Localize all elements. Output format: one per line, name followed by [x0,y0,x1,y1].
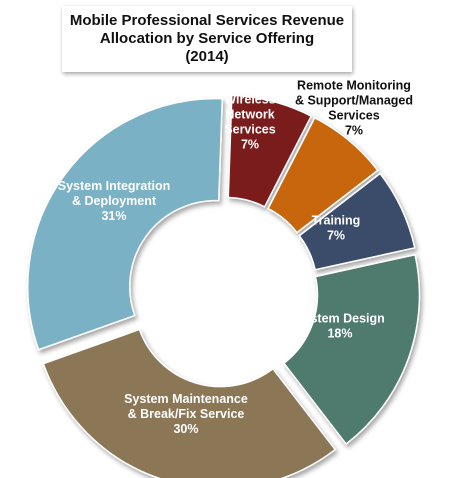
slice-label-line-0-1: Network [225,108,274,122]
slice-label-1: Remote Monitoring & Support/Managed Servic… [295,79,413,138]
slice-label-line-2-0: Training [312,214,361,228]
donut-slice-0 [227,94,313,208]
chart-title-line-2: Allocation by Service Offering [99,30,315,47]
donut-slice-1 [267,116,379,234]
donut-slice-2 [298,172,416,271]
slice-label-line-1-1: & Support/Managed [295,94,413,108]
slice-label-line-1-0: Remote Monitoring [297,79,411,93]
slice-label-line-0-0: Wireless [224,93,275,107]
slice-percent-5: 31% [101,209,126,223]
slice-label-line-4-1: & Break/Fix Service [128,407,245,421]
slice-percent-0: 7% [241,138,259,152]
donut-slices [27,94,421,478]
slice-label-line-5-1: & Deployment [72,194,157,208]
slice-percent-2: 7% [327,229,345,243]
donut-slice-5 [27,97,224,351]
slice-label-2: Training 7% [312,214,361,243]
slice-label-line-4-0: System Maintenance [124,392,248,406]
slice-label-5: System Integration & Deployment 31% [58,179,171,223]
slice-label-0: Wireless Network Services 7% [224,93,275,152]
chart-title-line-3: (2014) [185,48,229,65]
donut-slice-3 [282,253,421,446]
chart-title-line-1: Mobile Professional Services Revenue [69,12,345,29]
chart-title-box: Mobile Professional Services Revenue All… [62,6,352,72]
slice-label-line-1-2: Services [328,109,379,123]
donut-slice-4 [42,328,337,478]
slice-label-line-0-2: Services [224,123,275,137]
slice-label-line-5-0: System Integration [58,179,171,193]
slice-percent-3: 18% [327,327,352,341]
slice-percent-1: 7% [345,124,363,138]
slice-percent-4: 30% [173,422,198,436]
slice-label-4: System Maintenance & Break/Fix Service 30% [124,392,248,436]
slice-label-line-3-0: System Design [295,312,385,326]
slice-label-3: System Design 18% [295,312,385,341]
donut-labels: Wireless Network Services 7%Remote Monitori… [58,79,413,437]
